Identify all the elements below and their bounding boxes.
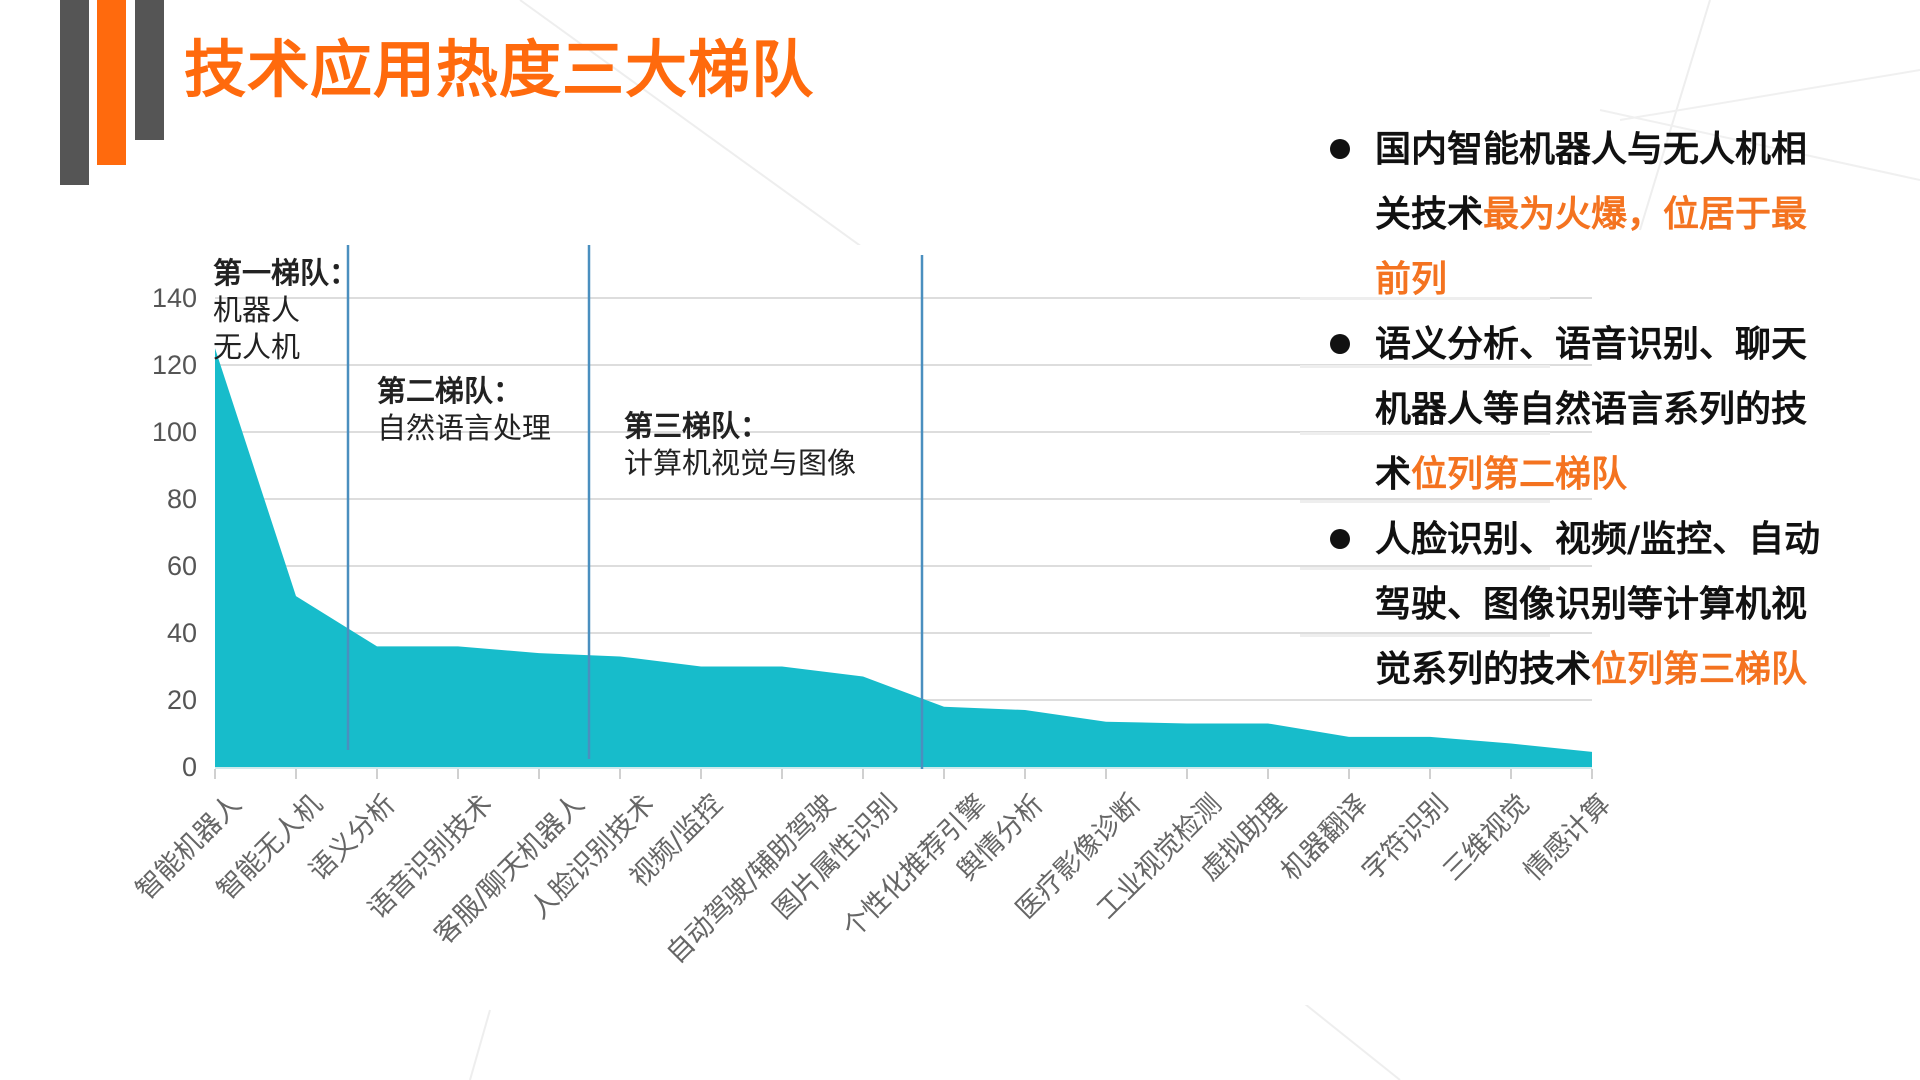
body-text: 机器人等自然语言系列的技 (1375, 389, 1808, 430)
bullet-1-line-1: 国内智能机器人与无人机相 (1330, 117, 1910, 182)
header-bar-grey-right (135, 0, 164, 140)
bullet-3-line-1: 人脸识别、视频/监控、自动 (1330, 507, 1910, 572)
header-bar-grey-left (60, 0, 89, 185)
separator (1300, 634, 1550, 637)
bullet-3-line-3: 觉系列的技术位列第三梯队 (1330, 637, 1910, 702)
bullet-1-line-3: 前列 (1330, 247, 1910, 312)
y-axis-tick-label: 20 (166, 685, 197, 715)
tier-3-heading: 第三梯队： (624, 409, 770, 443)
tier-2-annotation: 第二梯队： 自然语言处理 (377, 373, 551, 447)
y-axis-tick-label: 120 (151, 350, 197, 380)
separator (1300, 297, 1550, 300)
bullet-dot-icon (1330, 529, 1350, 549)
tier-1-annotation: 第一梯队： 机器人 无人机 (213, 255, 358, 366)
bullet-dot-icon (1330, 139, 1350, 159)
body-text: 国内智能机器人与无人机相 (1375, 129, 1808, 170)
y-axis-tick-label: 100 (151, 417, 197, 447)
bullet-1-line-2: 关技术最为火爆，位居于最 (1330, 182, 1910, 247)
bullet-list: 国内智能机器人与无人机相 关技术最为火爆，位居于最 前列 语义分析、语音识别、聊天 机器… (1330, 117, 1910, 702)
slide-title: 技术应用热度三大梯队 (184, 33, 815, 106)
separator (1300, 567, 1550, 570)
header-bar-orange (97, 0, 126, 165)
tier-3-line-1: 计算机视觉与图像 (624, 446, 857, 480)
bullet-2-line-1: 语义分析、语音识别、聊天 (1330, 312, 1910, 377)
y-axis-tick-label: 80 (166, 484, 197, 514)
separator (1300, 432, 1550, 435)
tier-2-heading: 第二梯队： (377, 374, 523, 408)
highlight-text: 最为火爆，位居于最 (1483, 194, 1808, 235)
body-text: 人脸识别、视频/监控、自动 (1375, 519, 1821, 560)
separator (1300, 365, 1550, 368)
bullet-2-line-3: 术位列第二梯队 (1330, 442, 1910, 507)
highlight-text: 位列第三梯队 (1591, 649, 1808, 690)
body-text: 觉系列的技术 (1375, 649, 1592, 690)
y-axis-tick-label: 0 (181, 752, 197, 782)
highlight-text: 前列 (1375, 259, 1448, 300)
tier-3-annotation: 第三梯队： 计算机视觉与图像 (624, 408, 856, 482)
area-series (215, 348, 1592, 767)
body-text: 术 (1375, 454, 1412, 495)
tier-1-line-1: 机器人 (213, 293, 301, 327)
highlight-text: 位列第二梯队 (1411, 454, 1628, 495)
tier-2-line-1: 自然语言处理 (377, 411, 552, 445)
bullet-2-line-2: 机器人等自然语言系列的技 (1330, 377, 1910, 442)
body-text: 驾驶、图像识别等计算机视 (1375, 584, 1808, 625)
body-text: 关技术 (1375, 194, 1484, 235)
bullet-dot-icon (1330, 334, 1350, 354)
y-axis-tick-label: 40 (166, 618, 197, 648)
tier-1-line-2: 无人机 (213, 330, 301, 364)
y-axis-tick-label: 140 (151, 283, 197, 313)
separator (1300, 500, 1550, 503)
y-axis-tick-label: 60 (166, 551, 197, 581)
bullet-3-line-2: 驾驶、图像识别等计算机视 (1330, 572, 1910, 637)
body-text: 语义分析、语音识别、聊天 (1375, 324, 1808, 365)
tier-1-heading: 第一梯队： (213, 256, 359, 290)
